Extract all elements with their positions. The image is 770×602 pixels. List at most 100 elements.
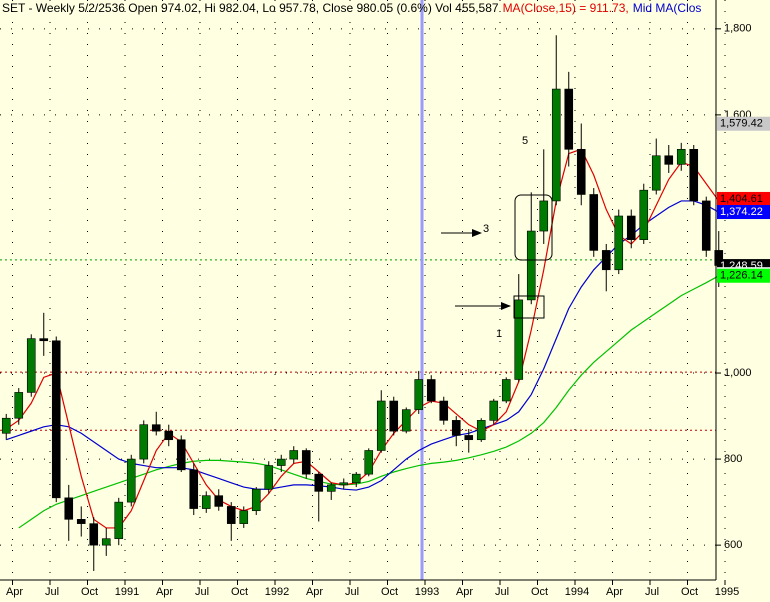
- candle-body: [589, 194, 599, 251]
- x-tick-label: Apr: [456, 586, 473, 598]
- x-tick-label: Apr: [6, 586, 23, 598]
- levels: [0, 259, 716, 431]
- candle-body: [351, 473, 361, 484]
- candle-body: [189, 469, 199, 509]
- candle-body: [564, 88, 574, 150]
- y-tick-label: 800: [724, 453, 742, 465]
- price-marker-label: 1,404.61: [720, 193, 763, 205]
- x-tick-label: Apr: [156, 586, 173, 598]
- candle-body: [301, 450, 311, 475]
- title-part: MA(Close,15) = 911.73,: [503, 1, 629, 15]
- candle-body: [639, 189, 649, 240]
- price-marker: [717, 205, 770, 220]
- candle-body: [26, 338, 36, 393]
- candle-body: [14, 392, 24, 419]
- x-tick-label: Jul: [345, 586, 359, 598]
- candle-body: [476, 420, 486, 441]
- arrow-head: [472, 229, 482, 237]
- candle-body: [501, 379, 511, 402]
- candle-body: [426, 379, 436, 402]
- candle-body: [489, 400, 499, 421]
- candle-body: [51, 340, 61, 499]
- price-marker: [717, 191, 770, 206]
- candle-body: [39, 338, 49, 342]
- price-marker: [717, 268, 770, 283]
- candle-body: [389, 400, 399, 432]
- x-tick-label: Oct: [531, 586, 548, 598]
- candle-body: [239, 510, 249, 524]
- candle-body: [464, 435, 474, 441]
- annotation: 1: [496, 328, 502, 340]
- price-marker-label: 1,374.22: [720, 206, 763, 218]
- ma-line: [6, 200, 720, 491]
- candle-body: [151, 424, 161, 432]
- candle-body: [114, 501, 124, 539]
- x-tick-label: 1993: [415, 586, 439, 598]
- candle-body: [176, 439, 186, 471]
- candle-body: [414, 379, 424, 410]
- price-marker-label: 1,226.14: [720, 270, 763, 282]
- candle-body: [439, 400, 449, 421]
- candle-body: [1, 417, 11, 434]
- x-tick-label: Oct: [81, 586, 98, 598]
- x-tick-label: 1994: [565, 586, 589, 598]
- x-tick-label: Jul: [45, 586, 59, 598]
- candle-body: [164, 430, 174, 441]
- candle-body: [201, 495, 211, 509]
- arrow-head: [501, 302, 511, 310]
- x-tick-label: Oct: [381, 586, 398, 598]
- candles: [1, 35, 724, 571]
- annotation: 5: [522, 135, 528, 147]
- candle-body: [701, 200, 711, 251]
- x-tick-label: Oct: [231, 586, 248, 598]
- chart-title: SET - Weekly 5/2/2536 Open 974.02, Hi 98…: [2, 1, 701, 15]
- y-tick-label: 1,800: [724, 23, 752, 35]
- x-tick-label: Oct: [681, 586, 698, 598]
- candle-body: [576, 149, 586, 195]
- x-tick-label: Apr: [606, 586, 623, 598]
- box: [514, 194, 553, 261]
- x-tick-label: 1995: [715, 586, 739, 598]
- candle-body: [601, 250, 611, 271]
- x-tick-label: 1991: [115, 586, 139, 598]
- candle-body: [451, 420, 461, 436]
- x-tick-label: Jul: [195, 586, 209, 598]
- price-marker: [717, 116, 770, 131]
- candle-body: [514, 299, 524, 380]
- candle-body: [364, 450, 374, 475]
- candle-body: [664, 155, 674, 165]
- candle-body: [139, 424, 149, 460]
- candle-body: [101, 538, 111, 546]
- candle-body: [226, 506, 236, 524]
- candle-body: [539, 200, 549, 232]
- candle-body: [251, 488, 261, 512]
- title-part: SET - Weekly 5/2/2536 Open 974.02, Hi 98…: [2, 1, 499, 15]
- candle-body: [401, 409, 411, 432]
- annotation: 3: [483, 223, 489, 235]
- candle-body: [676, 149, 686, 165]
- x-tick-label: 1992: [265, 586, 289, 598]
- candle-body: [651, 155, 661, 191]
- x-tick-label: Apr: [306, 586, 323, 598]
- candle-body: [626, 215, 636, 240]
- candle-body: [264, 465, 274, 490]
- candle-body: [126, 458, 136, 503]
- price-marker-label: 1,579.42: [720, 118, 763, 130]
- candle-body: [276, 458, 286, 466]
- candle-body: [376, 400, 386, 451]
- candle-body: [689, 149, 699, 202]
- ma-line: [5, 148, 720, 529]
- x-tick-label: Jul: [645, 586, 659, 598]
- annotation-shapes: 5 3 1: [441, 135, 553, 340]
- x-tick-label: Jul: [495, 586, 509, 598]
- candle-body: [526, 230, 536, 301]
- candle-body: [89, 523, 99, 546]
- title-part: Mid MA(Clos: [633, 1, 702, 15]
- y-tick-label: 600: [724, 539, 742, 551]
- candle-body: [214, 495, 224, 507]
- candle-body: [614, 215, 624, 271]
- candle-body: [64, 497, 74, 520]
